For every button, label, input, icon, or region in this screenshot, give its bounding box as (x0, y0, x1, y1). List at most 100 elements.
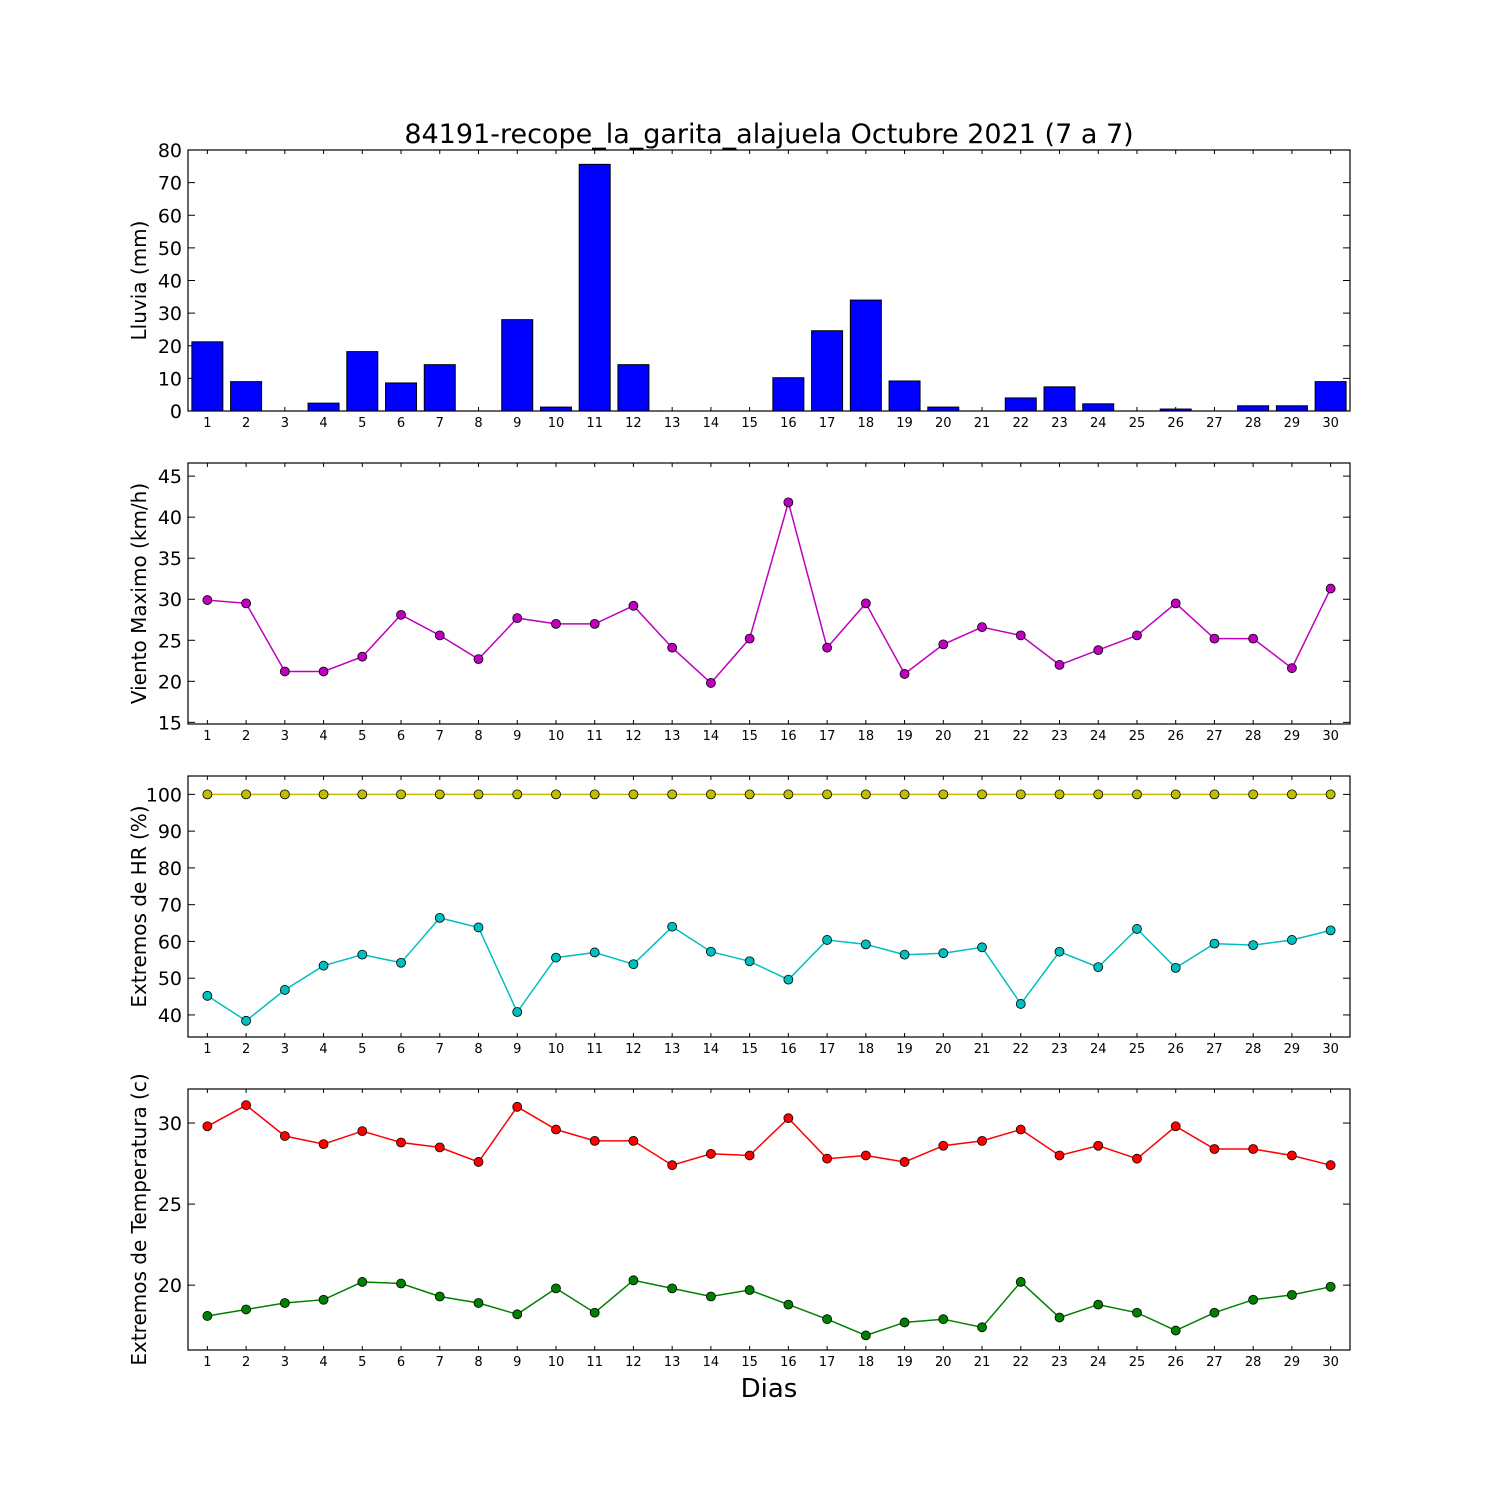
x-tick-label-viento: 23 (1051, 729, 1068, 744)
x-tick-label-viento: 28 (1245, 729, 1262, 744)
point-temperatura-1-day-14 (706, 1291, 716, 1302)
point-temperatura-0-day-23 (1054, 1150, 1065, 1161)
point-humedad-1-day-12 (628, 959, 639, 970)
point-temperatura-1-day-27 (1209, 1307, 1220, 1318)
x-tick-label-lluvia: 4 (319, 416, 327, 431)
bar-day-12 (617, 364, 650, 412)
x-tick-label-temperatura: 30 (1322, 1355, 1339, 1370)
point-temperatura-1-day-16 (783, 1299, 794, 1310)
point-viento-0-day-19 (899, 669, 910, 679)
point-humedad-0-day-24 (1093, 789, 1104, 800)
point-temperatura-0-day-26 (1170, 1121, 1181, 1132)
point-temperatura-1-day-3 (279, 1298, 290, 1308)
x-tick-label-humedad: 6 (397, 1042, 405, 1057)
x-tick-label-humedad: 4 (319, 1042, 327, 1057)
x-tick-label-lluvia: 2 (242, 416, 250, 431)
x-tick-label-humedad: 22 (1012, 1042, 1029, 1057)
bar-day-20 (927, 406, 960, 412)
x-tick-label-lluvia: 18 (858, 416, 875, 431)
bar-day-7 (423, 364, 456, 412)
point-humedad-1-day-7 (434, 912, 445, 923)
point-humedad-1-day-18 (860, 939, 871, 950)
x-axis-label: Dias (741, 1374, 798, 1404)
bar-day-2 (230, 381, 263, 412)
x-tick-label-humedad: 12 (625, 1042, 642, 1057)
panel-frame-temperatura (187, 1088, 1351, 1351)
bar-day-9 (501, 319, 534, 412)
point-temperatura-1-day-28 (1248, 1294, 1259, 1305)
point-humedad-0-day-28 (1248, 789, 1259, 800)
x-tick-label-lluvia: 20 (935, 416, 952, 431)
x-tick-label-viento: 12 (625, 729, 642, 744)
x-tick-label-lluvia: 22 (1012, 416, 1029, 431)
x-tick-label-temperatura: 19 (896, 1355, 913, 1370)
x-tick-label-viento: 11 (586, 729, 603, 744)
bar-day-16 (772, 377, 805, 412)
point-humedad-0-day-8 (473, 789, 484, 800)
point-humedad-1-day-26 (1170, 962, 1181, 973)
point-humedad-0-day-22 (1015, 789, 1026, 800)
point-viento-0-day-7 (434, 630, 445, 641)
y-axis-label-humedad: Extremos de HR (%) (127, 805, 151, 1007)
point-temperatura-0-day-8 (473, 1157, 484, 1167)
x-tick-label-viento: 26 (1167, 729, 1184, 744)
point-temperatura-0-day-3 (279, 1131, 290, 1141)
point-humedad-1-day-30 (1325, 925, 1336, 936)
x-tick-label-lluvia: 21 (974, 416, 991, 431)
x-tick-label-viento: 22 (1012, 729, 1029, 744)
point-temperatura-0-day-11 (589, 1135, 600, 1146)
point-viento-0-day-27 (1209, 633, 1220, 644)
point-temperatura-0-day-13 (667, 1160, 678, 1171)
y-tick-label-humedad: 80 (158, 858, 182, 880)
x-tick-label-temperatura: 2 (242, 1355, 250, 1370)
point-humedad-1-day-11 (589, 947, 600, 958)
point-temperatura-0-day-20 (938, 1140, 949, 1151)
point-temperatura-1-day-21 (977, 1322, 987, 1333)
point-humedad-1-day-10 (551, 952, 561, 963)
point-viento-0-day-2 (241, 598, 252, 609)
point-temperatura-0-day-27 (1209, 1144, 1220, 1154)
x-tick-label-humedad: 28 (1245, 1042, 1262, 1057)
x-tick-label-humedad: 19 (896, 1042, 913, 1057)
point-humedad-0-day-16 (783, 789, 794, 800)
point-temperatura-1-day-10 (551, 1283, 561, 1294)
x-tick-label-humedad: 15 (741, 1042, 758, 1057)
point-temperatura-0-day-5 (357, 1126, 368, 1137)
x-tick-label-humedad: 26 (1167, 1042, 1184, 1057)
x-tick-label-lluvia: 1 (203, 416, 211, 431)
point-humedad-1-day-27 (1209, 938, 1220, 949)
point-viento-0-day-14 (706, 678, 716, 688)
point-humedad-1-day-28 (1248, 940, 1259, 950)
point-temperatura-0-day-2 (241, 1100, 252, 1111)
x-tick-label-lluvia: 16 (780, 416, 797, 431)
x-tick-label-lluvia: 12 (625, 416, 642, 431)
point-humedad-0-day-17 (822, 789, 832, 800)
y-tick-label-viento: 35 (158, 548, 182, 570)
x-tick-label-lluvia: 24 (1090, 416, 1107, 431)
x-tick-label-lluvia: 14 (703, 416, 720, 431)
point-humedad-1-day-16 (783, 974, 794, 985)
x-tick-label-temperatura: 20 (935, 1355, 952, 1370)
point-humedad-0-day-29 (1287, 789, 1297, 800)
point-temperatura-1-day-18 (860, 1330, 871, 1341)
x-tick-label-humedad: 21 (974, 1042, 991, 1057)
point-temperatura-1-day-23 (1054, 1312, 1065, 1323)
point-viento-0-day-16 (783, 497, 794, 508)
x-tick-label-lluvia: 17 (819, 416, 836, 431)
x-tick-label-temperatura: 4 (319, 1355, 327, 1370)
x-tick-label-humedad: 30 (1322, 1042, 1339, 1057)
bar-day-10 (539, 406, 572, 412)
point-viento-0-day-8 (473, 654, 484, 665)
x-tick-label-lluvia: 8 (474, 416, 482, 431)
point-humedad-1-day-24 (1093, 962, 1104, 973)
x-tick-label-viento: 8 (474, 729, 482, 744)
x-tick-label-humedad: 11 (586, 1042, 603, 1057)
x-tick-label-lluvia: 19 (896, 416, 913, 431)
point-humedad-0-day-7 (434, 789, 445, 800)
x-tick-label-temperatura: 13 (664, 1355, 681, 1370)
point-viento-0-day-4 (318, 666, 329, 677)
y-tick-label-humedad: 70 (158, 895, 182, 917)
bar-day-28 (1237, 405, 1270, 412)
